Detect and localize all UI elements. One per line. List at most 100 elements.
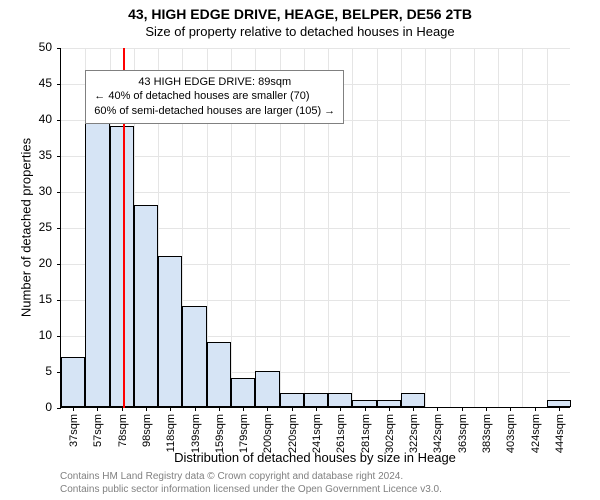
xtick-label: 424sqm bbox=[530, 414, 542, 454]
xtick-label: 261sqm bbox=[335, 414, 347, 454]
grid-v bbox=[547, 48, 548, 407]
ytick-label: 15 bbox=[10, 292, 52, 306]
xtick-mark bbox=[559, 407, 560, 411]
xtick-label: 118sqm bbox=[165, 414, 177, 454]
xtick-mark bbox=[340, 407, 341, 411]
xtick-label: 37sqm bbox=[68, 414, 80, 454]
footer-line-1: Contains HM Land Registry data © Crown c… bbox=[60, 470, 442, 483]
ytick-label: 30 bbox=[10, 184, 52, 198]
xtick-label: 444sqm bbox=[554, 414, 566, 454]
grid-h bbox=[61, 192, 570, 193]
xtick-mark bbox=[219, 407, 220, 411]
bar bbox=[304, 393, 328, 407]
grid-v bbox=[377, 48, 378, 407]
ytick-label: 50 bbox=[10, 40, 52, 54]
xtick-label: 342sqm bbox=[432, 414, 444, 454]
xtick-label: 241sqm bbox=[311, 414, 323, 454]
xtick-label: 302sqm bbox=[384, 414, 396, 454]
grid-v bbox=[522, 48, 523, 407]
xtick-label: 281sqm bbox=[360, 414, 372, 454]
annotation-line-1: 43 HIGH EDGE DRIVE: 89sqm bbox=[94, 75, 335, 90]
bar bbox=[328, 393, 352, 407]
ytick-mark bbox=[57, 156, 61, 157]
annotation-line-3: 60% of semi-detached houses are larger (… bbox=[94, 104, 335, 119]
plot-area: 43 HIGH EDGE DRIVE: 89sqm ← 40% of detac… bbox=[60, 48, 570, 408]
xtick-mark bbox=[292, 407, 293, 411]
xtick-mark bbox=[73, 407, 74, 411]
grid-v bbox=[352, 48, 353, 407]
xtick-label: 98sqm bbox=[141, 414, 153, 454]
bar bbox=[377, 400, 401, 407]
xtick-mark bbox=[97, 407, 98, 411]
bar bbox=[182, 306, 206, 407]
ytick-mark bbox=[57, 264, 61, 265]
ytick-label: 25 bbox=[10, 220, 52, 234]
xtick-label: 403sqm bbox=[505, 414, 517, 454]
bar bbox=[352, 400, 376, 407]
bar bbox=[547, 400, 571, 407]
annotation-box: 43 HIGH EDGE DRIVE: 89sqm ← 40% of detac… bbox=[85, 70, 344, 125]
xtick-label: 78sqm bbox=[117, 414, 129, 454]
ytick-mark bbox=[57, 48, 61, 49]
chart-wrapper: 43, HIGH EDGE DRIVE, HEAGE, BELPER, DE56… bbox=[0, 0, 600, 500]
ytick-label: 10 bbox=[10, 328, 52, 342]
ytick-label: 0 bbox=[10, 400, 52, 414]
xtick-label: 200sqm bbox=[262, 414, 274, 454]
xtick-label: 179sqm bbox=[238, 414, 250, 454]
xtick-mark bbox=[146, 407, 147, 411]
xtick-mark bbox=[195, 407, 196, 411]
ytick-label: 45 bbox=[10, 76, 52, 90]
xtick-mark bbox=[437, 407, 438, 411]
annotation-line-2: ← 40% of detached houses are smaller (70… bbox=[94, 89, 335, 104]
xtick-mark bbox=[316, 407, 317, 411]
ytick-mark bbox=[57, 192, 61, 193]
xtick-mark bbox=[413, 407, 414, 411]
xtick-mark bbox=[389, 407, 390, 411]
ytick-mark bbox=[57, 336, 61, 337]
grid-v bbox=[450, 48, 451, 407]
xtick-mark bbox=[462, 407, 463, 411]
bar bbox=[134, 205, 158, 407]
xtick-label: 220sqm bbox=[287, 414, 299, 454]
xtick-mark bbox=[535, 407, 536, 411]
grid-v bbox=[474, 48, 475, 407]
ytick-label: 20 bbox=[10, 256, 52, 270]
ytick-mark bbox=[57, 300, 61, 301]
ytick-label: 35 bbox=[10, 148, 52, 162]
ytick-mark bbox=[57, 120, 61, 121]
bar bbox=[61, 357, 85, 407]
xtick-mark bbox=[365, 407, 366, 411]
grid-h bbox=[61, 48, 570, 49]
xtick-mark bbox=[510, 407, 511, 411]
bar bbox=[255, 371, 279, 407]
xtick-label: 57sqm bbox=[92, 414, 104, 454]
xtick-label: 363sqm bbox=[457, 414, 469, 454]
xtick-mark bbox=[486, 407, 487, 411]
bar bbox=[231, 378, 255, 407]
xtick-mark bbox=[243, 407, 244, 411]
chart-title: 43, HIGH EDGE DRIVE, HEAGE, BELPER, DE56… bbox=[0, 6, 600, 22]
bar bbox=[158, 256, 182, 407]
xtick-label: 159sqm bbox=[214, 414, 226, 454]
footer-line-2: Contains public sector information licen… bbox=[60, 483, 442, 496]
bar bbox=[85, 119, 109, 407]
ytick-mark bbox=[57, 84, 61, 85]
xtick-mark bbox=[170, 407, 171, 411]
xtick-label: 139sqm bbox=[190, 414, 202, 454]
xtick-label: 322sqm bbox=[408, 414, 420, 454]
xtick-mark bbox=[267, 407, 268, 411]
bar bbox=[401, 393, 425, 407]
xtick-label: 383sqm bbox=[481, 414, 493, 454]
grid-v bbox=[401, 48, 402, 407]
ytick-mark bbox=[57, 228, 61, 229]
bar bbox=[207, 342, 231, 407]
grid-v bbox=[425, 48, 426, 407]
ytick-label: 5 bbox=[10, 364, 52, 378]
ytick-label: 40 bbox=[10, 112, 52, 126]
chart-subtitle: Size of property relative to detached ho… bbox=[0, 24, 600, 39]
bar bbox=[280, 393, 304, 407]
ytick-mark bbox=[57, 408, 61, 409]
grid-h bbox=[61, 156, 570, 157]
bar bbox=[110, 126, 134, 407]
grid-v bbox=[498, 48, 499, 407]
